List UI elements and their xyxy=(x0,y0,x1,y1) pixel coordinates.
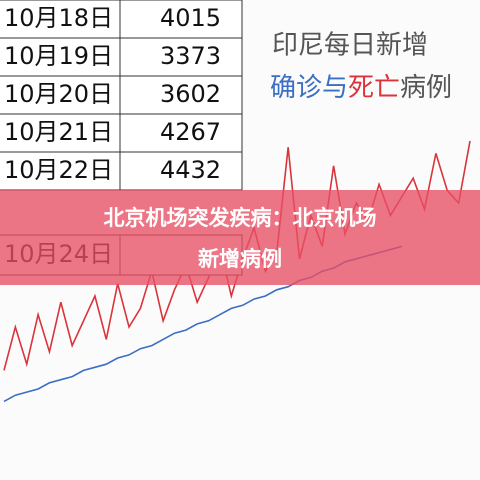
table-row xyxy=(119,151,243,191)
banner xyxy=(0,190,480,285)
title-part: 死亡 xyxy=(348,73,400,103)
table-cell: 10月19日 xyxy=(4,42,113,70)
title-part: 病例 xyxy=(400,73,452,103)
banner-text: 新增病例 xyxy=(198,247,282,271)
table-cell: 10月20日 xyxy=(4,80,113,108)
chart-title: 确诊与死亡病例 xyxy=(270,73,452,103)
table-cell: 4267 xyxy=(160,118,221,146)
table-cell: 10月21日 xyxy=(4,118,113,146)
title-part: 确诊与 xyxy=(270,73,348,103)
table-cell: 4432 xyxy=(160,156,221,184)
table-cell: 3373 xyxy=(160,42,221,70)
table-row xyxy=(119,37,243,77)
table-row xyxy=(119,0,243,39)
chart-title: 印尼每日新增 xyxy=(272,31,428,61)
table-cell: 3602 xyxy=(160,80,221,108)
table-row xyxy=(119,113,243,153)
table-cell: 10月22日 xyxy=(4,156,113,184)
table-cell: 4015 xyxy=(160,4,221,32)
table-cell: 10月18日 xyxy=(4,4,113,32)
banner-text: 北京机场突发疾病：北京机场 xyxy=(104,206,377,230)
